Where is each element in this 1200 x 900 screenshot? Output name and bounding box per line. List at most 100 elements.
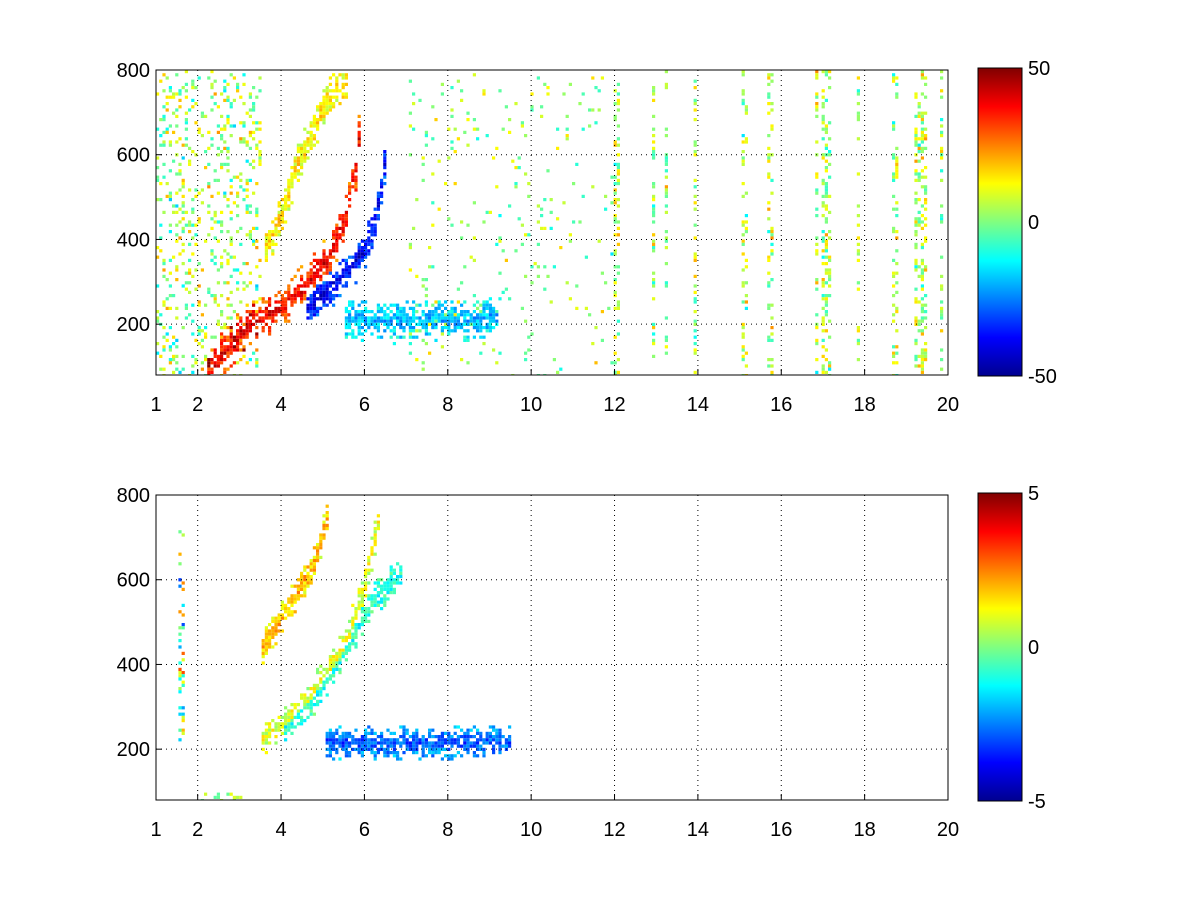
heatmap-cell (824, 182, 828, 186)
heatmap-cell (572, 220, 576, 224)
heatmap-cell (168, 345, 172, 349)
heatmap-cell (226, 162, 230, 166)
heatmap-cell (312, 683, 316, 687)
heatmap-cell (770, 252, 774, 256)
heatmap-cell (815, 114, 819, 118)
heatmap-cell (210, 249, 214, 253)
heatmap-cell (924, 294, 928, 298)
top-plot-area (156, 70, 948, 375)
heatmap-cell (338, 236, 342, 240)
heatmap-cell (204, 358, 208, 362)
heatmap-cell (280, 220, 284, 224)
heatmap-cell (821, 329, 825, 333)
heatmap-cell (892, 172, 896, 176)
heatmap-cell (652, 89, 656, 93)
heatmap-cell (309, 581, 313, 585)
heatmap-cell (824, 204, 828, 208)
heatmap-cell (223, 358, 227, 362)
heatmap-cell (351, 735, 355, 739)
heatmap-cell (408, 322, 412, 326)
heatmap-cell (351, 300, 355, 304)
heatmap-cell (316, 543, 320, 547)
heatmap-cell (175, 354, 179, 358)
heatmap-cell (328, 741, 332, 745)
heatmap-cell (255, 182, 259, 186)
heatmap-cell (924, 82, 928, 86)
heatmap-cell (319, 278, 323, 282)
heatmap-cell (412, 335, 416, 339)
heatmap-cell (380, 306, 384, 310)
heatmap-cell (335, 278, 339, 282)
heatmap-cell (492, 735, 496, 739)
heatmap-cell (175, 361, 179, 365)
heatmap-cell (264, 651, 268, 655)
heatmap-cell (421, 162, 425, 166)
heatmap-cell (456, 137, 460, 141)
heatmap-cell (741, 150, 745, 154)
heatmap-cell (332, 674, 336, 678)
heatmap-cell (296, 268, 300, 272)
heatmap-cell (482, 335, 486, 339)
heatmap-cell (364, 594, 368, 598)
heatmap-cell (402, 335, 406, 339)
heatmap-cell (376, 207, 380, 211)
heatmap-cell (181, 242, 185, 246)
heatmap-cell (319, 546, 323, 550)
heatmap-cell (341, 284, 345, 288)
heatmap-cell (373, 741, 377, 745)
heatmap-cell (335, 287, 339, 291)
heatmap-cell (821, 105, 825, 109)
heatmap-cell (357, 587, 361, 591)
heatmap-cell (453, 725, 457, 729)
heatmap-cell (312, 281, 316, 285)
heatmap-cell (652, 92, 656, 96)
heatmap-cell (370, 597, 374, 601)
heatmap-cell (252, 166, 256, 170)
heatmap-cell (287, 313, 291, 317)
heatmap-cell (309, 297, 313, 301)
heatmap-cell (376, 217, 380, 221)
heatmap-cell (386, 591, 390, 595)
heatmap-cell (277, 220, 281, 224)
heatmap-cell (914, 233, 918, 237)
heatmap-cell (917, 159, 921, 163)
heatmap-cell (895, 162, 899, 166)
heatmap-cell (258, 76, 262, 80)
heatmap-cell (895, 262, 899, 266)
heatmap-cell (389, 303, 393, 307)
heatmap-cell (360, 300, 364, 304)
heatmap-cell (348, 300, 352, 304)
heatmap-cell (392, 313, 396, 317)
heatmap-cell (940, 306, 944, 310)
heatmap-cell (175, 191, 179, 195)
heatmap-cell (280, 607, 284, 611)
heatmap-cell (418, 319, 422, 323)
heatmap-cell (376, 326, 380, 330)
heatmap-cell (504, 738, 508, 742)
heatmap-cell (815, 242, 819, 246)
heatmap-cell (562, 201, 566, 205)
heatmap-cell (184, 111, 188, 115)
heatmap-cell (268, 645, 272, 649)
heatmap-cell (386, 738, 390, 742)
heatmap-cell (325, 102, 329, 106)
heatmap-cell (207, 364, 211, 368)
heatmap-cell (920, 268, 924, 272)
heatmap-cell (322, 258, 326, 262)
heatmap-cell (223, 335, 227, 339)
heatmap-cell (421, 738, 425, 742)
heatmap-cell (309, 303, 313, 307)
heatmap-cell (322, 121, 326, 125)
heatmap-cell (376, 201, 380, 205)
heatmap-cell (895, 169, 899, 173)
heatmap-cell (316, 703, 320, 707)
heatmap-cell (344, 310, 348, 314)
heatmap-cell (348, 744, 352, 748)
heatmap-cell (165, 338, 169, 342)
heatmap-cell (389, 310, 393, 314)
heatmap-cell (744, 220, 748, 224)
heatmap-cell (338, 281, 342, 285)
heatmap-cell (338, 648, 342, 652)
heatmap-cell (280, 300, 284, 304)
